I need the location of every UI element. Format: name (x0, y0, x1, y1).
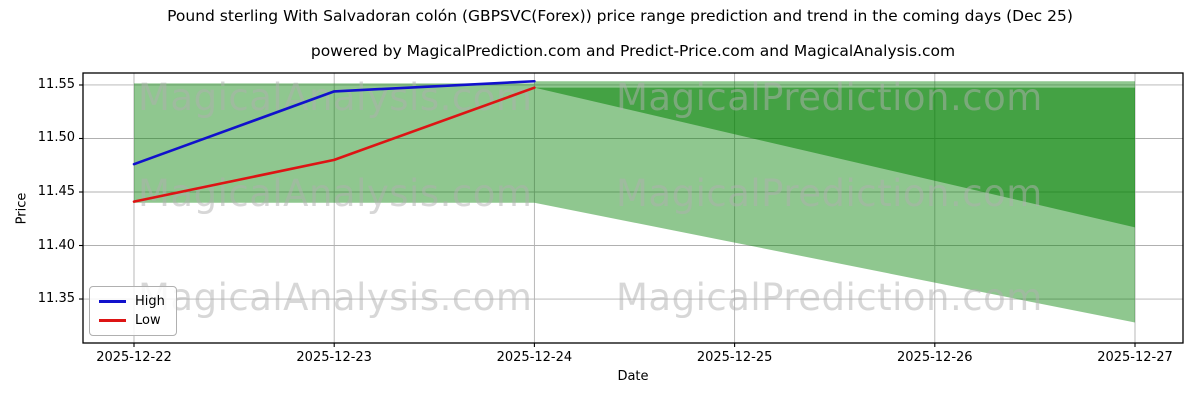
legend-item-low: Low (99, 314, 167, 327)
high-line (132, 79, 536, 166)
y-tick-label: 11.55 (37, 76, 75, 92)
high-line-swatch (99, 300, 126, 303)
prediction-range-inner-band (534, 87, 1135, 228)
chart-subtitle: powered by MagicalPrediction.com and Pre… (310, 42, 956, 60)
legend-label-high: High (135, 294, 165, 309)
x-tick-label: 2025-12-25 (696, 350, 773, 365)
watermark-analysis: MagicalAnalysis.com (138, 276, 532, 319)
watermark-prediction: MagicalPrediction.com (616, 276, 1043, 319)
legend-label-low: Low (135, 313, 161, 328)
legend: High Low (89, 286, 177, 336)
low-line-swatch (99, 319, 126, 322)
low-line (132, 86, 536, 203)
x-tick-label: 2025-12-23 (296, 350, 372, 365)
chart-title: Pound sterling With Salvadoran colón (GB… (167, 7, 1073, 25)
y-tick-label: 11.40 (37, 237, 75, 253)
legend-item-high: High (99, 295, 167, 308)
y-axis-label: Price (14, 192, 30, 225)
y-tick-label: 11.50 (37, 130, 75, 146)
x-tick-label: 2025-12-27 (1097, 350, 1173, 365)
x-tick-label: 2025-12-22 (96, 350, 172, 365)
x-axis-label: Date (617, 369, 649, 384)
watermark-analysis: MagicalAnalysis.com (138, 172, 532, 215)
watermark-analysis: MagicalAnalysis.com (138, 76, 532, 119)
x-tick-label: 2025-12-24 (496, 350, 573, 365)
historical-range-band (134, 83, 535, 203)
watermark-prediction: MagicalPrediction.com (616, 76, 1043, 119)
axes-spines (82, 72, 1184, 344)
x-tick-label: 2025-12-26 (897, 350, 973, 365)
y-tick-label: 11.45 (37, 184, 75, 199)
y-tick-label: 11.35 (37, 291, 75, 307)
watermark-prediction: MagicalPrediction.com (616, 172, 1043, 215)
